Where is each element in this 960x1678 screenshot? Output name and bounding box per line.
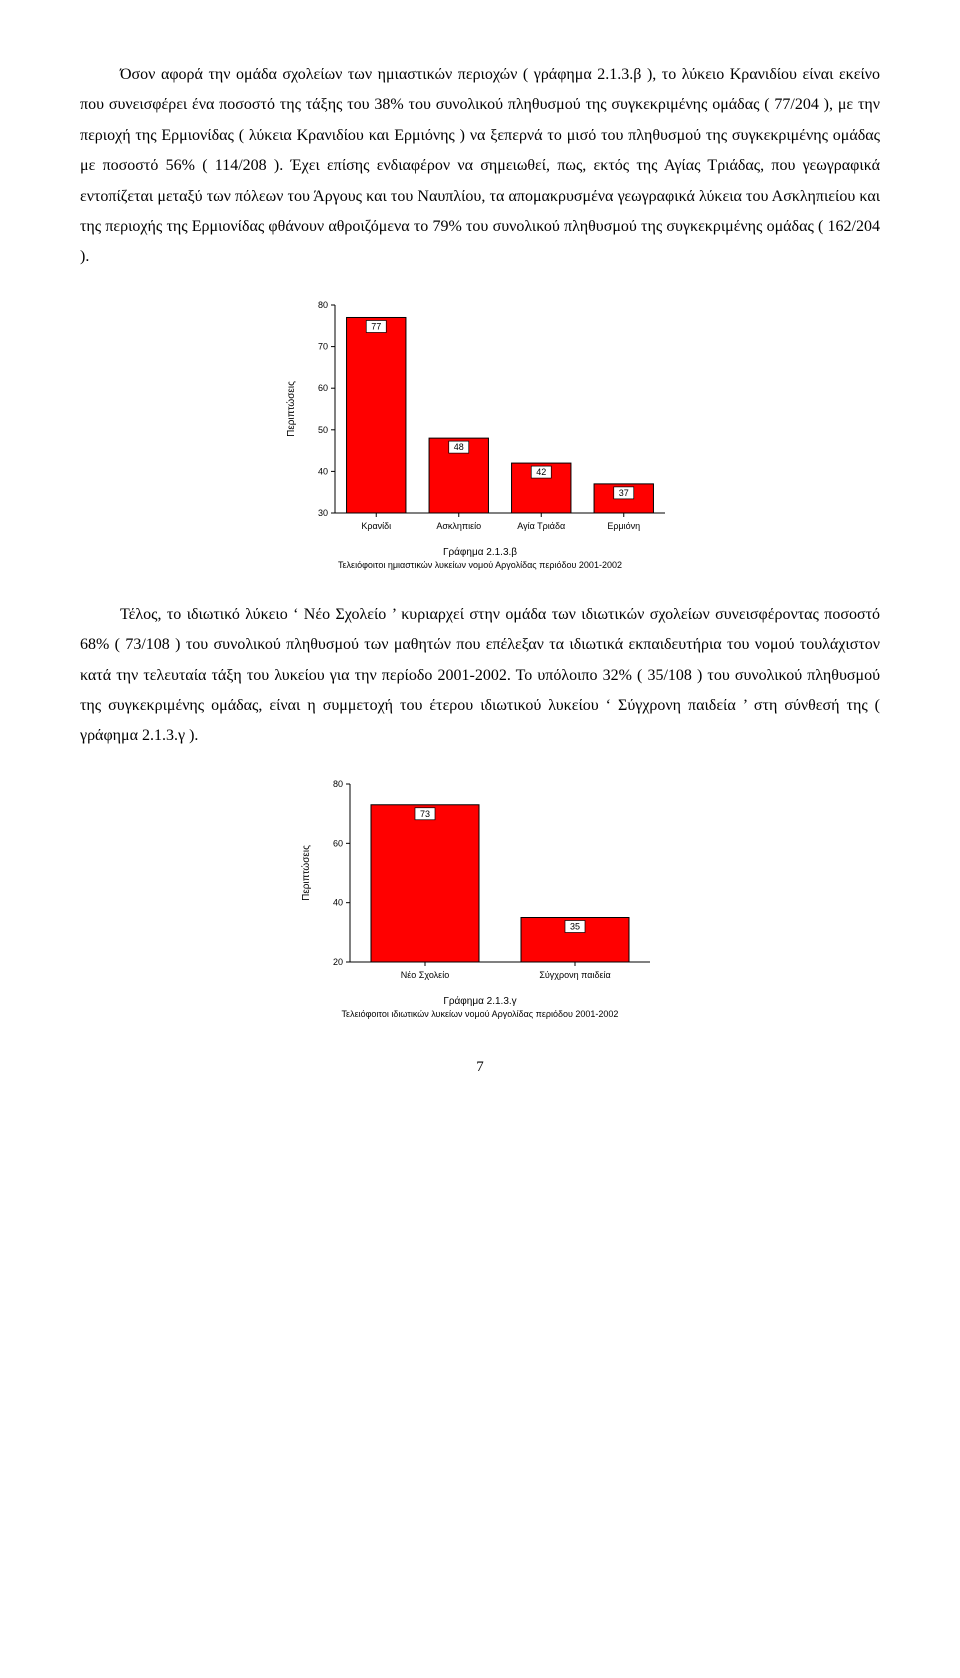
svg-text:40: 40	[333, 897, 343, 907]
chart-b-caption: Γράφημα 2.1.3.β	[443, 547, 517, 558]
svg-text:Νέο Σχολείο: Νέο Σχολείο	[401, 970, 449, 980]
chart-b-wrap: 30 40 50 60 70 80 Περιπτώσεις 77 Κρανίδι 48 Ασκληπ…	[80, 293, 880, 570]
svg-text:Ασκληπιείο: Ασκληπιείο	[436, 521, 481, 531]
svg-text:42: 42	[536, 467, 546, 477]
svg-text:50: 50	[318, 425, 328, 435]
chart-c-subcaption: Τελειόφοιτοι ιδιωτικών λυκείων νομού Αργ…	[342, 1009, 619, 1019]
svg-text:48: 48	[454, 442, 464, 452]
chart-c-wrap: 20 40 60 80 Περιπτώσεις 73 Νέο Σχολείο 35 Σύγχρο…	[80, 772, 880, 1019]
svg-text:60: 60	[318, 383, 328, 393]
svg-text:77: 77	[371, 321, 381, 331]
svg-text:20: 20	[333, 957, 343, 967]
svg-text:70: 70	[318, 341, 328, 351]
svg-text:Ερμιόνη: Ερμιόνη	[607, 521, 640, 531]
page-number: 7	[80, 1059, 880, 1076]
svg-text:Περιπτώσεις: Περιπτώσεις	[300, 845, 312, 901]
svg-text:35: 35	[570, 921, 580, 931]
chart-c: 20 40 60 80 Περιπτώσεις 73 Νέο Σχολείο 35 Σύγχρο…	[295, 772, 665, 992]
svg-text:60: 60	[333, 838, 343, 848]
svg-text:30: 30	[318, 508, 328, 518]
svg-text:80: 80	[318, 300, 328, 310]
svg-text:Σύγχρονη παιδεία: Σύγχρονη παιδεία	[539, 970, 610, 980]
svg-text:37: 37	[619, 488, 629, 498]
paragraph-2: Τέλος, το ιδιωτικό λύκειο ‘ Νέο Σχολείο …	[80, 600, 880, 752]
svg-text:Περιπτώσεις: Περιπτώσεις	[285, 381, 297, 437]
svg-text:73: 73	[420, 808, 430, 818]
chart-b-subcaption: Τελειόφοιτοι ημιαστικών λυκείων νομού Αρ…	[338, 560, 622, 570]
chart-b: 30 40 50 60 70 80 Περιπτώσεις 77 Κρανίδι 48 Ασκληπ…	[280, 293, 680, 543]
chart-c-caption: Γράφημα 2.1.3.γ	[443, 996, 516, 1007]
paragraph-1: Όσον αφορά την ομάδα σχολείων των ημιαστ…	[80, 60, 880, 273]
svg-text:Κρανίδι: Κρανίδι	[361, 521, 391, 531]
svg-text:Αγία Τριάδα: Αγία Τριάδα	[517, 521, 565, 531]
svg-text:40: 40	[318, 466, 328, 476]
svg-text:80: 80	[333, 779, 343, 789]
